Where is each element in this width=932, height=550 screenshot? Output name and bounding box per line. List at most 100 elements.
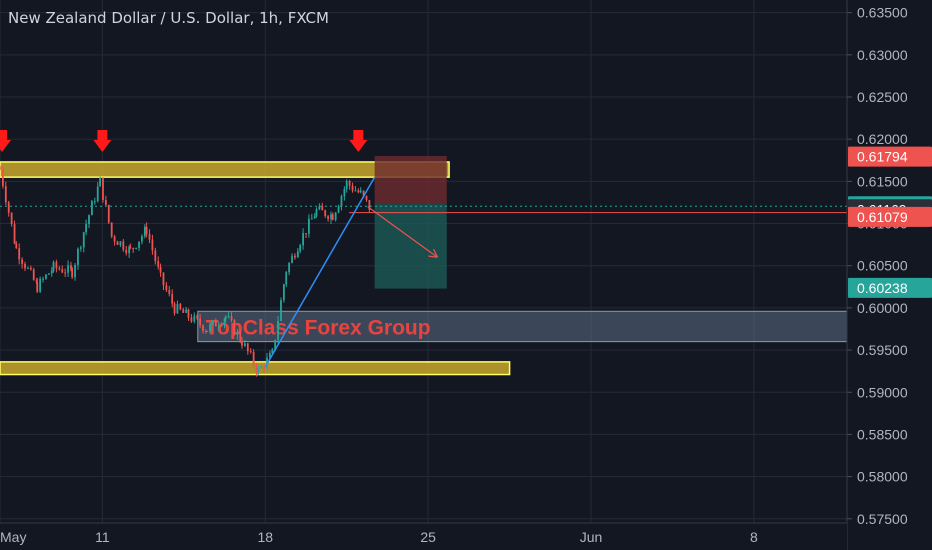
candle — [24, 263, 26, 269]
price-label-badge — [848, 206, 932, 227]
chart-zones: TopClass Forex Group — [0, 156, 848, 376]
candle — [71, 268, 74, 278]
candle — [294, 255, 296, 258]
candle — [255, 364, 258, 373]
candle — [244, 343, 246, 346]
candle — [307, 218, 310, 234]
candle — [359, 190, 362, 193]
candle — [199, 318, 202, 326]
candle — [145, 226, 148, 234]
candle — [122, 241, 125, 250]
candle — [18, 248, 21, 260]
candle — [67, 265, 69, 273]
candle — [64, 272, 67, 274]
support-zone — [0, 361, 511, 376]
chart-title: New Zealand Dollar / U.S. Dollar, 1h, FX… — [8, 9, 329, 27]
candle — [288, 262, 291, 273]
candle — [128, 246, 131, 254]
candle — [331, 214, 334, 220]
candle — [285, 272, 288, 285]
price-tick-label: 0.63500 — [857, 5, 908, 21]
candle — [58, 268, 61, 270]
time-tick-label: 11 — [95, 529, 110, 545]
price-label-badge — [848, 277, 932, 298]
candle — [27, 267, 29, 269]
candle — [187, 309, 190, 318]
resistance-zone — [0, 161, 450, 178]
candle — [230, 316, 233, 321]
candle — [263, 366, 266, 369]
candle — [313, 216, 316, 219]
price-tick-label: 0.60500 — [857, 258, 908, 274]
candle — [154, 250, 157, 262]
candle — [141, 236, 143, 242]
candle — [129, 246, 132, 248]
candle — [93, 201, 96, 203]
candle — [340, 196, 343, 207]
candle — [241, 341, 243, 346]
candle — [327, 216, 329, 220]
candle — [4, 186, 7, 203]
time-axis[interactable]: May 11 18 25 Jun 8 — [0, 522, 847, 550]
candle — [354, 190, 357, 192]
time-tick-label: May — [0, 529, 26, 545]
candle — [296, 251, 299, 258]
candle — [193, 315, 196, 322]
candle — [143, 226, 146, 237]
candle — [113, 236, 116, 242]
candle — [206, 330, 208, 332]
candle — [345, 181, 348, 189]
candlestick-series — [0, 165, 371, 377]
projection-arrow — [367, 206, 438, 258]
price-tick-label: 0.57500 — [857, 511, 908, 527]
candle — [257, 368, 260, 373]
chart-drawings — [0, 129, 847, 368]
candle — [348, 181, 351, 186]
candle — [196, 315, 199, 319]
candle — [224, 316, 227, 319]
candle — [271, 349, 274, 353]
price-tick-label: 0.58500 — [857, 426, 908, 442]
candle — [334, 212, 337, 220]
down-arrow-icon — [93, 129, 112, 152]
price-tick-label: 0.60000 — [857, 300, 908, 316]
candle — [162, 272, 165, 286]
candle — [280, 300, 282, 321]
time-tick-label: 8 — [750, 529, 758, 545]
candle — [32, 269, 35, 280]
candle — [85, 224, 87, 233]
candle — [252, 352, 255, 365]
candle — [171, 293, 174, 304]
candle — [185, 309, 188, 313]
candle — [173, 303, 176, 314]
time-tick-label: 18 — [257, 529, 273, 545]
candle — [330, 214, 332, 220]
candle — [91, 201, 93, 216]
price-tick-label: 0.58000 — [857, 469, 908, 485]
price-label-text: 0.60238 — [857, 280, 908, 296]
candle — [277, 320, 279, 340]
candle — [236, 331, 239, 335]
time-tick-label: Jun — [580, 529, 603, 545]
trendline — [264, 176, 376, 368]
price-label-badge — [848, 146, 932, 167]
candle — [209, 324, 211, 331]
candle — [318, 206, 321, 210]
price-axis[interactable]: 0.63500 0.63000 0.62500 0.62000 0.61500 0.610… — [846, 0, 932, 550]
candle — [0, 168, 1, 170]
candle — [274, 339, 277, 350]
candle — [42, 278, 44, 280]
projection-arrow-head — [433, 248, 439, 258]
candle — [305, 233, 307, 235]
candle — [13, 224, 16, 244]
candle — [205, 331, 207, 333]
stop-loss-zone — [374, 156, 447, 205]
candle — [119, 241, 122, 245]
candle — [29, 267, 32, 270]
candle — [260, 366, 263, 369]
candle — [159, 266, 162, 273]
candle — [132, 247, 135, 249]
candle — [10, 212, 13, 225]
